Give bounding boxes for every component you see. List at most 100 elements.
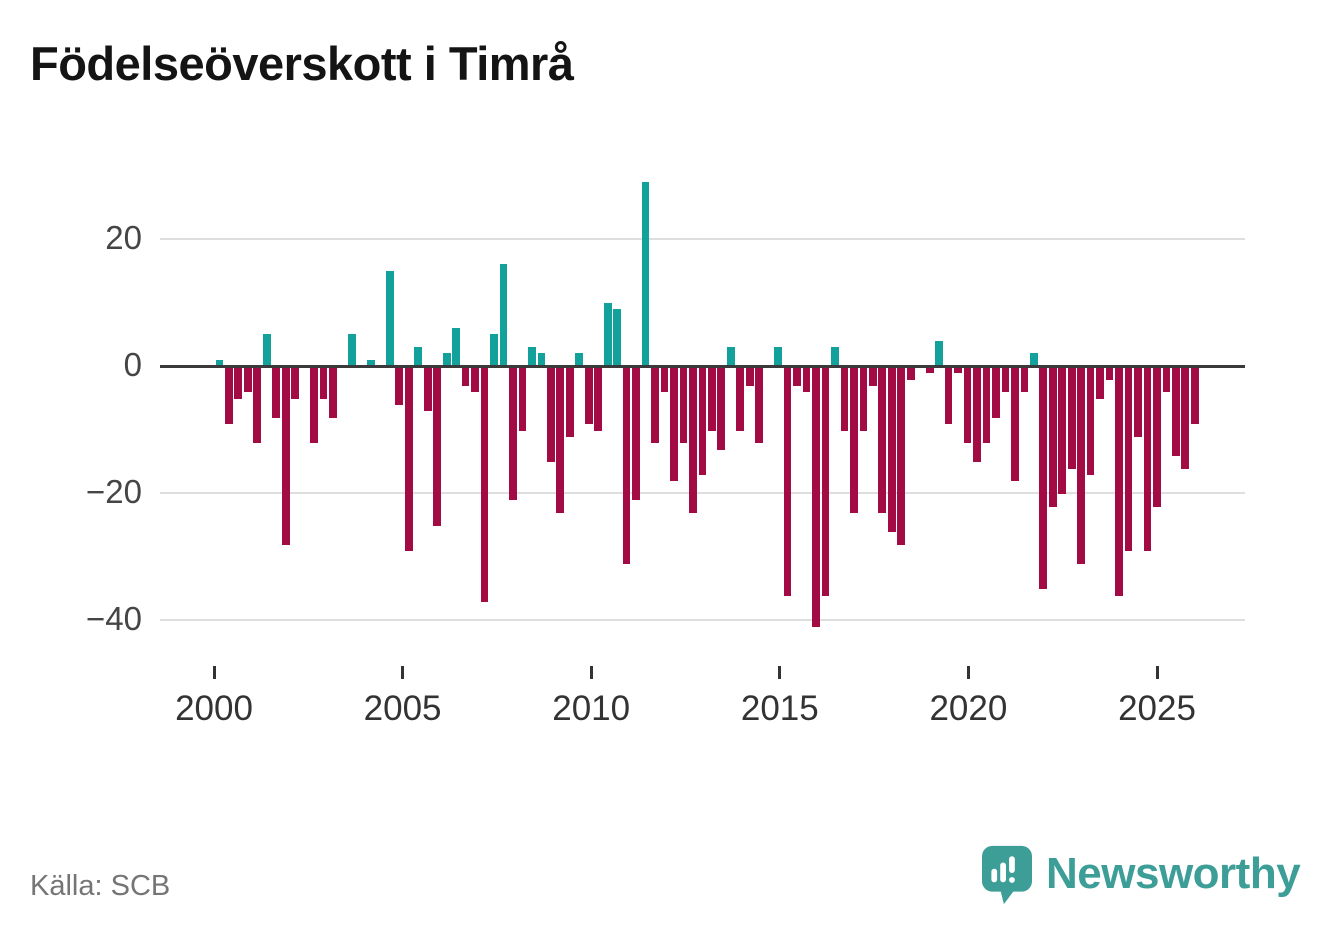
bar-2000-q1	[215, 359, 224, 366]
gridline-y--20	[160, 492, 1245, 494]
bar-2004-q4	[395, 367, 404, 406]
bar-2017-q1	[859, 367, 868, 431]
bar-2002-q1	[291, 367, 300, 399]
bar-2025-q3	[1181, 367, 1190, 469]
bar-2023-q2	[1096, 367, 1104, 399]
x-axis-label-2015: 2015	[740, 689, 819, 728]
bar-2004-q3	[386, 270, 394, 367]
y-axis-label-20: 20	[105, 219, 142, 257]
bar-2025-q2	[1172, 367, 1180, 456]
bar-2017-q2	[868, 367, 877, 386]
bar-2001-q3	[272, 367, 281, 418]
x-axis-label-2005: 2005	[363, 689, 442, 728]
bar-2016-q3	[840, 367, 849, 431]
y-axis-label--40: −40	[86, 600, 142, 638]
x-axis-label-2000: 2000	[175, 689, 253, 728]
bar-2019-q1	[935, 340, 943, 366]
bar-2011-q3	[651, 367, 659, 444]
bar-2020-q2	[982, 367, 991, 444]
bar-2005-q3	[423, 367, 432, 412]
bar-2003-q1	[329, 367, 337, 418]
newsworthy-branding[interactable]: Newsworthy	[982, 845, 1301, 905]
bar-2012-q2	[679, 367, 688, 444]
gridline-y--40	[160, 619, 1245, 621]
bar-2012-q1	[670, 367, 678, 482]
x-axis-tick-2000	[212, 666, 216, 679]
bar-2018-q2	[906, 367, 915, 380]
bar-2017-q3	[878, 367, 887, 513]
bar-2008-q1	[518, 367, 527, 431]
bar-2021-q2	[1020, 367, 1029, 393]
bar-2025-q4	[1190, 367, 1199, 425]
bar-2008-q2	[528, 346, 536, 366]
bar-2023-q1	[1086, 367, 1095, 475]
bar-2013-q1	[707, 367, 716, 431]
x-axis-tick-2010	[589, 666, 593, 679]
bar-2016-q1	[821, 367, 830, 596]
bar-2013-q3	[726, 346, 735, 366]
bar-2015-q3	[802, 367, 811, 393]
bar-2011-q1	[632, 367, 640, 501]
bar-2000-q4	[243, 367, 252, 393]
bar-2016-q4	[850, 367, 858, 513]
bar-2020-q3	[992, 367, 1000, 418]
bar-2024-q4	[1153, 367, 1161, 507]
bar-2019-q2	[944, 367, 953, 425]
bar-2025-q1	[1162, 367, 1171, 393]
x-axis-label-2020: 2020	[929, 689, 1008, 728]
bar-2022-q2	[1058, 367, 1067, 494]
bar-2020-q1	[973, 367, 981, 463]
bar-2009-q1	[556, 367, 565, 513]
bar-2011-q2	[641, 181, 650, 366]
bar-2022-q4	[1077, 367, 1086, 564]
bar-2001-q4	[281, 367, 290, 545]
bar-2002-q3	[310, 367, 318, 444]
zero-axis-line	[160, 364, 1245, 368]
bar-2018-q4	[925, 367, 934, 374]
bar-2022-q1	[1048, 367, 1057, 507]
bar-2005-q1	[404, 367, 413, 552]
bar-2023-q3	[1105, 367, 1114, 380]
bar-2006-q3	[461, 367, 470, 386]
bar-2023-q4	[1115, 367, 1123, 596]
bar-2001-q1	[253, 367, 262, 444]
x-axis-tick-2005	[401, 666, 405, 679]
bar-2014-q2	[755, 367, 764, 444]
bar-2005-q2	[414, 346, 423, 366]
bar-2021-q4	[1039, 367, 1048, 590]
bar-2007-q3	[499, 264, 508, 366]
bar-2004-q1	[367, 359, 375, 366]
bar-2008-q3	[537, 353, 546, 366]
bar-2010-q2	[603, 302, 612, 366]
bar-2014-q1	[745, 367, 754, 386]
x-axis-label-2010: 2010	[552, 689, 631, 728]
bar-2010-q4	[622, 367, 631, 564]
bar-2001-q2	[262, 334, 271, 367]
bar-2011-q4	[660, 367, 669, 393]
bar-2024-q3	[1143, 367, 1152, 552]
bar-2021-q1	[1011, 367, 1019, 482]
x-axis-tick-2015	[778, 666, 782, 679]
bar-2013-q4	[736, 367, 745, 431]
bar-2009-q2	[565, 367, 574, 437]
bar-2016-q2	[831, 346, 839, 366]
bar-2010-q3	[613, 308, 621, 366]
bar-2018-q1	[897, 367, 906, 545]
bar-2006-q1	[442, 353, 451, 366]
bar-2024-q2	[1134, 367, 1142, 437]
bar-2012-q4	[698, 367, 707, 475]
bar-2013-q2	[717, 367, 726, 450]
bar-2006-q2	[452, 327, 461, 366]
bar-2014-q4	[774, 346, 782, 366]
x-axis-label-2025: 2025	[1118, 689, 1196, 728]
bar-2005-q4	[433, 367, 442, 526]
bar-2024-q1	[1124, 367, 1133, 552]
bar-2010-q1	[594, 367, 603, 431]
newsworthy-wordmark: Newsworthy	[1046, 849, 1301, 898]
source-note: Källa: SCB	[30, 870, 171, 902]
bar-2012-q3	[689, 367, 697, 513]
bar-2000-q2	[225, 367, 233, 425]
newsworthy-logo-icon	[982, 845, 1032, 905]
bar-2007-q2	[490, 334, 498, 367]
bar-2017-q4	[887, 367, 896, 533]
